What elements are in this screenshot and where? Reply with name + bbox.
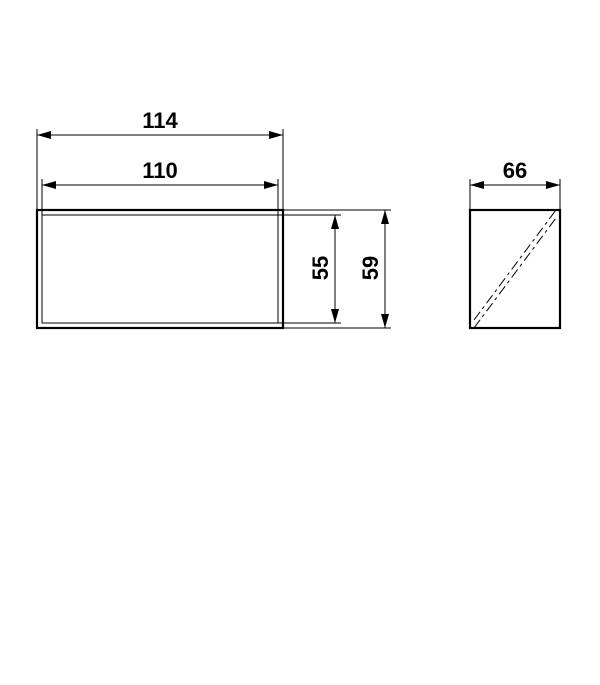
front-inner-rect: [42, 215, 278, 323]
front-outer-rect: [37, 210, 283, 328]
svg-text:110: 110: [142, 158, 178, 183]
svg-text:114: 114: [142, 108, 178, 133]
side-rect: [470, 210, 560, 328]
side-diagonal: [474, 218, 556, 328]
svg-text:55: 55: [308, 256, 333, 280]
svg-text:59: 59: [358, 256, 383, 280]
svg-text:66: 66: [503, 158, 527, 183]
side-diagonal: [474, 210, 556, 320]
